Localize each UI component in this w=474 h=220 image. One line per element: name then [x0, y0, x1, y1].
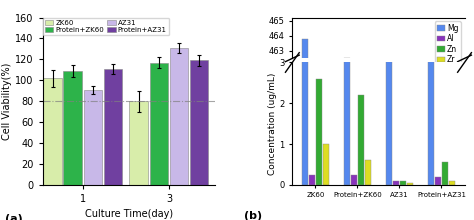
Bar [150, 62, 168, 185]
Bar [407, 183, 413, 185]
Bar [44, 78, 62, 185]
Bar [365, 160, 371, 185]
Y-axis label: Concentration (ug/mL): Concentration (ug/mL) [267, 72, 276, 175]
Bar [190, 61, 209, 185]
Legend: Mg, Al, Zn, Zr: Mg, Al, Zn, Zr [435, 21, 461, 67]
Bar [129, 101, 148, 185]
Bar [400, 181, 406, 185]
Y-axis label: Cell Viability(%): Cell Viability(%) [2, 62, 12, 140]
Bar [392, 181, 399, 185]
Text: (b): (b) [244, 211, 262, 220]
Bar [344, 58, 350, 220]
Bar [435, 177, 441, 185]
Bar [428, 0, 434, 185]
Bar [344, 0, 350, 185]
Bar [170, 48, 188, 185]
Bar [316, 79, 322, 185]
Bar [309, 175, 315, 185]
Bar [301, 39, 308, 220]
Bar [104, 69, 122, 185]
X-axis label: Culture Time(day): Culture Time(day) [85, 209, 173, 219]
Bar [83, 90, 102, 185]
Bar [449, 181, 456, 185]
Bar [351, 175, 357, 185]
Bar [301, 0, 308, 185]
Bar [442, 162, 448, 185]
Text: (a): (a) [5, 214, 23, 220]
Bar [385, 0, 392, 185]
Legend: ZK60, Protein+ZK60, AZ31, Protein+AZ31: ZK60, Protein+ZK60, AZ31, Protein+AZ31 [43, 18, 169, 35]
Bar [323, 144, 329, 185]
Bar [358, 95, 364, 185]
Bar [64, 71, 82, 185]
